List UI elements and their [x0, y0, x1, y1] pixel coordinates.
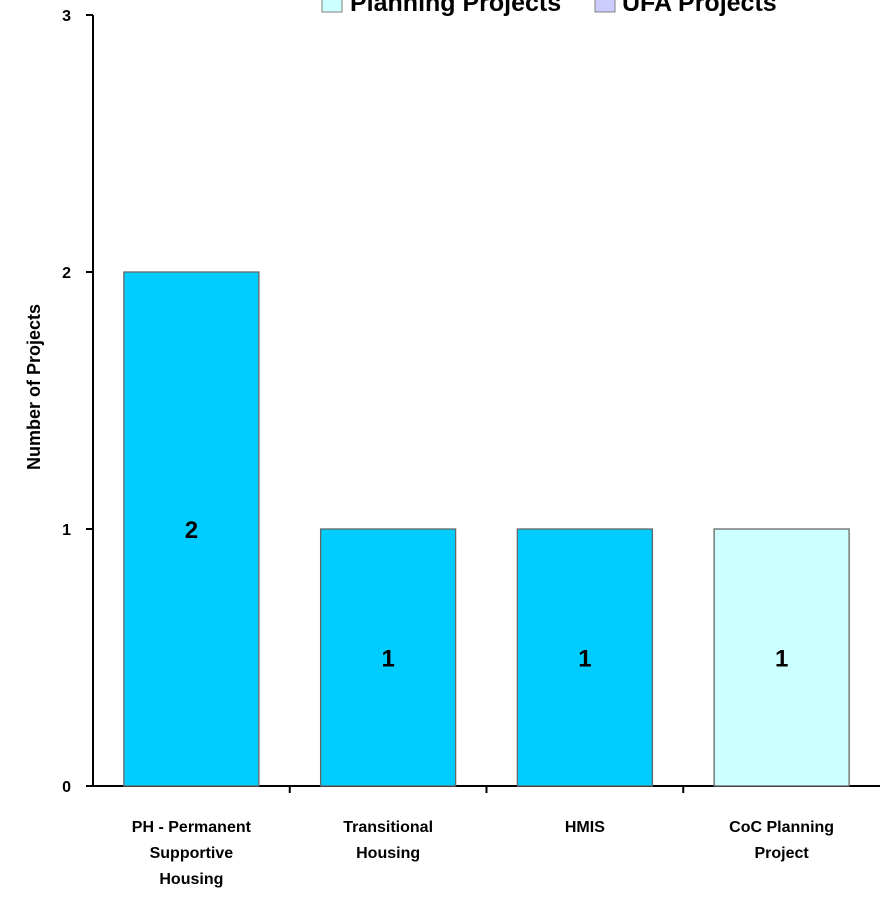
- x-tick-label-line: Housing: [159, 871, 223, 888]
- x-tick-label-line: Project: [755, 845, 810, 862]
- bar: [123, 271, 260, 787]
- x-tick-label-line: PH - Permanent: [132, 819, 252, 836]
- legend-label-ufa-projects: UFA Projects: [622, 0, 777, 17]
- bar: [516, 528, 654, 787]
- x-tick-label-line: Transitional: [343, 819, 433, 836]
- legend-swatch-ufa-projects: [594, 0, 616, 13]
- bar: [319, 528, 457, 787]
- x-tick-label-line: HMIS: [565, 819, 605, 836]
- x-tick-label: Transitional Housing: [343, 819, 433, 862]
- data-label: 1: [578, 646, 591, 673]
- x-tick-label: HMIS: [565, 819, 605, 836]
- legend: Planning Projects UFA Projects: [321, 0, 777, 17]
- bar: [713, 528, 850, 787]
- data-label: 2: [185, 517, 198, 544]
- x-tick-label-line: Housing: [356, 845, 420, 862]
- y-tick-label: 3: [62, 8, 71, 25]
- data-label: 1: [775, 646, 788, 673]
- plot-area: 0 1 2 3 2 PH - Permanent Supportive Housing 1 Tra…: [62, 8, 880, 888]
- y-tick-label: 2: [62, 265, 71, 282]
- x-tick-label: CoC Planning Project: [729, 819, 834, 862]
- y-axis-label: Number of Projects: [24, 304, 44, 470]
- legend-label-planning-projects: Planning Projects: [350, 0, 561, 17]
- legend-swatch-planning-projects: [321, 0, 343, 13]
- x-tick-label: PH - Permanent Supportive Housing: [132, 819, 252, 888]
- data-label: 1: [381, 646, 394, 673]
- x-tick-label-line: Supportive: [150, 845, 234, 862]
- x-tick-label-line: CoC Planning: [729, 819, 834, 836]
- y-tick-label: 1: [62, 522, 71, 539]
- y-tick-label: 0: [62, 779, 71, 796]
